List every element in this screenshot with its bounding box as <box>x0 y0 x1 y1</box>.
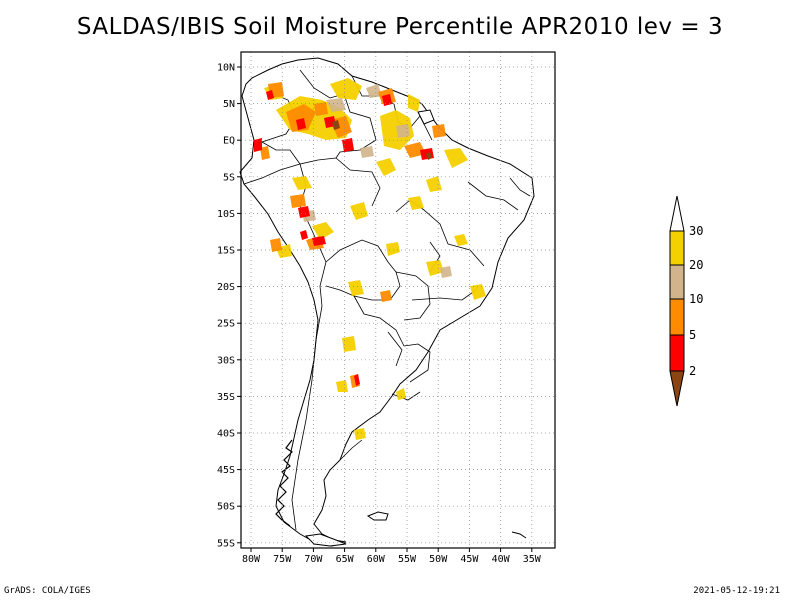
lon-tick-label: 80W <box>242 554 261 565</box>
lat-tick-label: 30S <box>217 355 235 366</box>
legend-box-2-5 <box>669 334 685 372</box>
lon-tick-label: 35W <box>523 554 542 565</box>
latitude-tick-labels: 10N 5N EQ 5S 10S 15S 20S 25S 30S 35S 40S 45S 50S 55S <box>217 63 241 549</box>
tierra-del-fuego-island <box>304 533 347 547</box>
legend-top-arrow-above-30 <box>669 195 685 232</box>
lon-tick-label: 75W <box>273 554 292 565</box>
lat-tick-label: 50S <box>217 502 235 513</box>
lat-tick-label: 15S <box>217 246 235 257</box>
lat-tick-label: 10N <box>217 63 235 74</box>
legend-box-20-30 <box>669 230 685 266</box>
legend-bottom-arrow-below-2 <box>669 370 685 407</box>
legend-label-5: 5 <box>689 328 696 342</box>
lon-tick-label: 50W <box>429 554 448 565</box>
legend-box-10-20 <box>669 264 685 300</box>
lon-tick-label: 55W <box>398 554 417 565</box>
percentile-shading <box>254 78 486 440</box>
lat-tick-label: 45S <box>217 465 235 476</box>
lon-tick-label: 70W <box>304 554 323 565</box>
legend-label-10: 10 <box>689 292 703 306</box>
lon-tick-label: 65W <box>336 554 355 565</box>
lat-tick-label: 35S <box>217 392 235 403</box>
chile-fjord-coast <box>275 439 293 527</box>
map-frame <box>240 51 556 549</box>
lat-tick-label: 20S <box>217 282 235 293</box>
lon-tick-label: 40W <box>492 554 511 565</box>
south-georgia-island <box>511 531 527 539</box>
map-gridlines <box>241 52 555 548</box>
map-plot-area: 10N5NEQ5S10S15S20S25S30S35S40S45S50S55S … <box>217 51 556 565</box>
legend-label-20: 20 <box>689 258 703 272</box>
map-title: SALDAS/IBIS Soil Moisture Percentile APR… <box>76 14 724 40</box>
lat-tick-label: 55S <box>217 538 235 549</box>
lat-tick-label: 5S <box>223 172 235 183</box>
legend-box-5-10 <box>669 298 685 336</box>
lat-tick-label: 5N <box>223 99 235 110</box>
lon-tick-label: 45W <box>460 554 479 565</box>
percentile-legend: 30 20 10 5 2 <box>669 195 703 407</box>
lat-tick-label: 25S <box>217 319 235 330</box>
legend-label-2: 2 <box>689 364 696 378</box>
lat-tick-label: 10S <box>217 209 235 220</box>
legend-labels: 30 20 10 5 2 <box>689 224 703 378</box>
lat-tick-label: 40S <box>217 429 235 440</box>
footer-software-credit: GrADS: COLA/IGES <box>4 586 91 596</box>
falkland-islands <box>366 511 389 521</box>
lon-tick-label: 60W <box>367 554 386 565</box>
footer-timestamp: 2021-05-12-19:21 <box>693 586 780 596</box>
lat-tick-label: EQ <box>223 136 235 147</box>
legend-label-30: 30 <box>689 224 703 238</box>
longitude-tick-labels: 80W 75W 70W 65W 60W 55W 50W 45W 40W 35W <box>242 548 542 565</box>
